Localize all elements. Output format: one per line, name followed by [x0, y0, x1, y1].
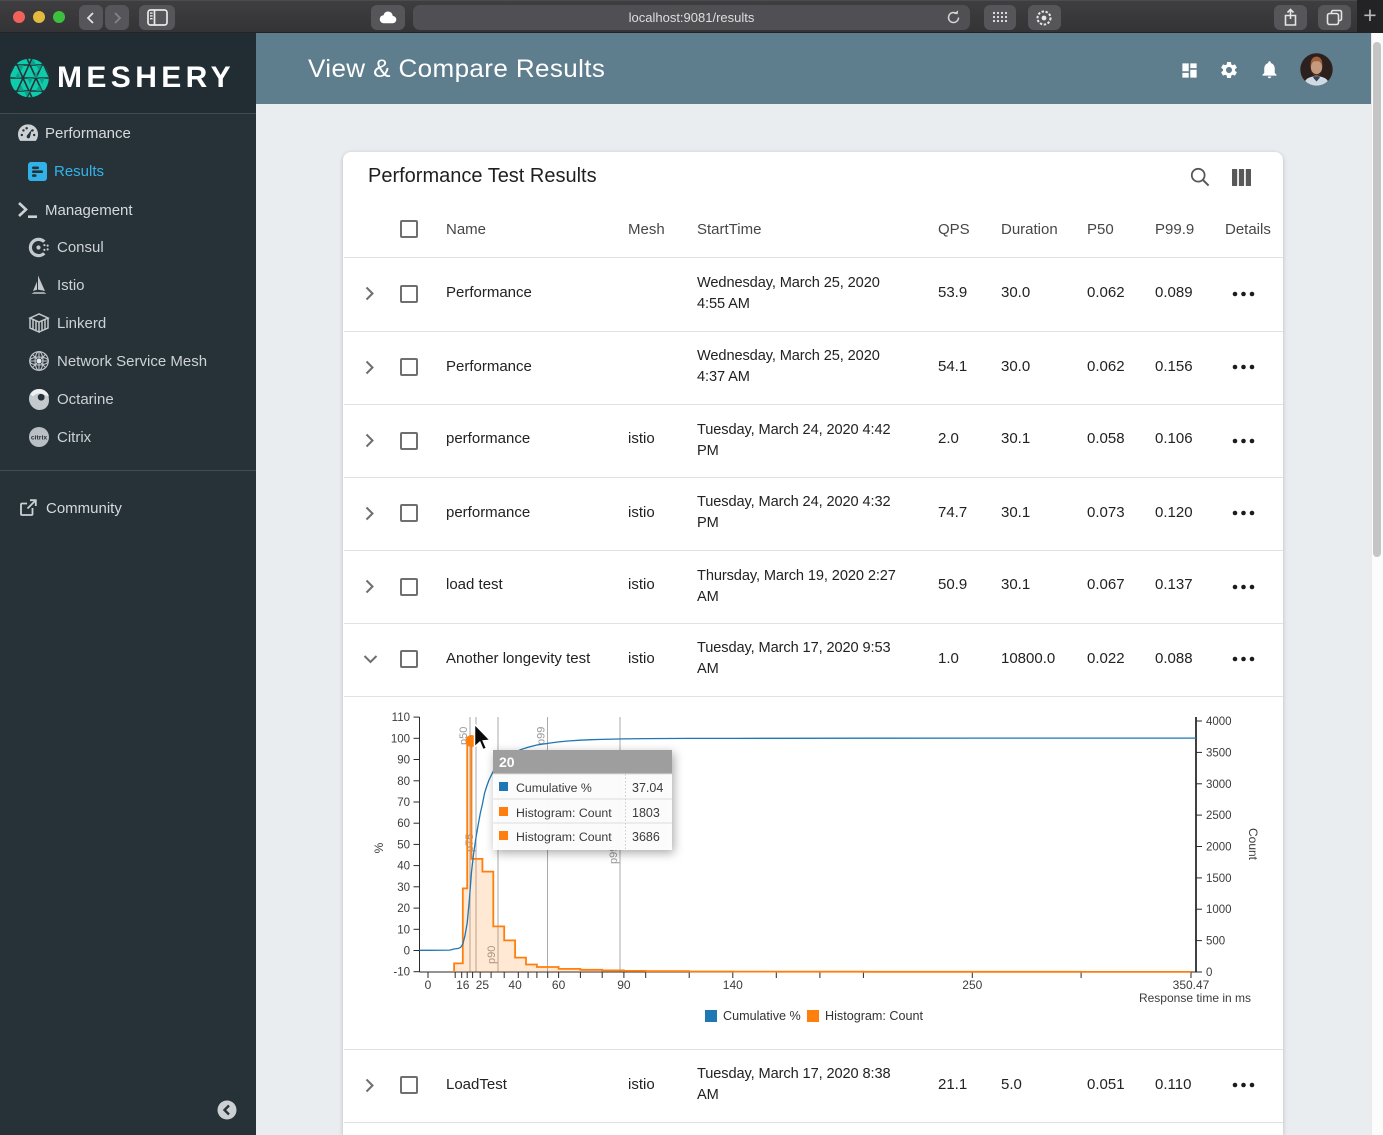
svg-text:3500: 3500	[1206, 747, 1232, 759]
svg-text:60: 60	[552, 978, 566, 992]
svg-text:70: 70	[397, 797, 410, 809]
svg-text:Count: Count	[1246, 828, 1260, 861]
svg-text:1803: 1803	[632, 806, 660, 820]
svg-text:2000: 2000	[1206, 842, 1232, 854]
svg-text:80: 80	[397, 776, 410, 788]
svg-text:Histogram: Count: Histogram: Count	[516, 806, 612, 820]
svg-text:37.04: 37.04	[632, 781, 663, 795]
svg-text:1000: 1000	[1206, 904, 1232, 916]
svg-text:500: 500	[1206, 936, 1225, 948]
svg-text:250: 250	[962, 978, 982, 992]
svg-text:1500: 1500	[1206, 873, 1232, 885]
svg-text:0: 0	[425, 978, 432, 992]
svg-text:10: 10	[397, 924, 410, 936]
svg-text:90: 90	[617, 978, 631, 992]
svg-text:Histogram: Count: Histogram: Count	[825, 1009, 923, 1023]
svg-text:citrix: citrix	[31, 435, 47, 442]
svg-text:20: 20	[499, 754, 515, 770]
svg-text:40: 40	[397, 861, 410, 873]
svg-text:40: 40	[508, 978, 522, 992]
svg-text:0: 0	[404, 946, 410, 958]
svg-text:p90: p90	[486, 946, 498, 964]
svg-text:-10: -10	[393, 967, 410, 979]
svg-text:110: 110	[392, 712, 410, 724]
svg-text:100: 100	[391, 733, 410, 745]
svg-text:16: 16	[456, 978, 470, 992]
svg-text:p99: p99	[536, 727, 548, 745]
svg-text:350.47: 350.47	[1173, 978, 1210, 992]
svg-text:90: 90	[397, 755, 410, 767]
svg-text:2500: 2500	[1206, 810, 1232, 822]
svg-text:Cumulative %: Cumulative %	[723, 1009, 801, 1023]
svg-text:60: 60	[397, 818, 410, 830]
svg-text:50: 50	[397, 839, 410, 851]
svg-text:4000: 4000	[1206, 716, 1232, 728]
svg-text:20: 20	[397, 903, 410, 915]
svg-text:Cumulative %: Cumulative %	[516, 781, 592, 795]
svg-text:3686: 3686	[632, 830, 660, 844]
svg-text:0: 0	[1206, 967, 1212, 979]
svg-text:140: 140	[723, 978, 743, 992]
svg-text:30: 30	[397, 882, 410, 894]
svg-text:3000: 3000	[1206, 779, 1232, 791]
svg-text:%: %	[372, 842, 386, 853]
svg-text:Response time in ms: Response time in ms	[1139, 991, 1251, 1005]
svg-text:25: 25	[476, 978, 490, 992]
svg-text:Histogram: Count: Histogram: Count	[516, 830, 612, 844]
